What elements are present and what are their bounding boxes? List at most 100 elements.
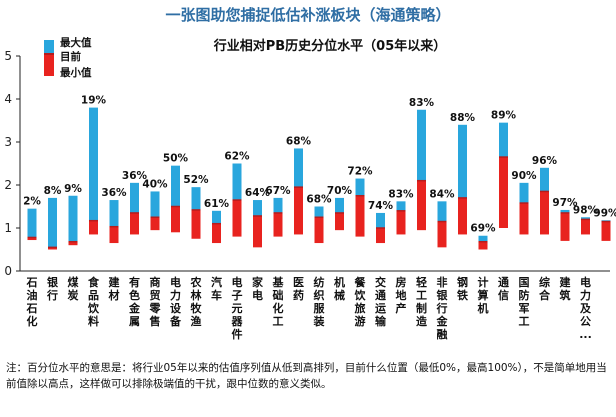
category-label: 石油石化 (26, 276, 38, 328)
bar-upper (458, 124, 467, 198)
category-label: 农林牧渔 (190, 275, 203, 328)
category-label-char: 筑 (560, 288, 571, 302)
bar-upper (540, 167, 549, 192)
bar-lower (314, 217, 324, 244)
category-label-char: 林 (191, 288, 202, 302)
bar-lower (417, 180, 426, 231)
bar-lower (191, 209, 201, 239)
bar-upper (581, 217, 590, 220)
legend-swatch-max (44, 40, 54, 54)
category-label-char: 器 (231, 315, 244, 328)
legend-label-max: 最大值 (60, 36, 92, 49)
bar-upper (417, 109, 426, 181)
pct-label: 50% (163, 153, 189, 165)
category-labels: 石油石化银行煤炭食品饮料建材有色金属商贸零售电力设备农林牧渔汽车电子元器件家电基… (26, 275, 593, 341)
pct-label: 83% (388, 188, 414, 200)
category-label-char: 建 (560, 275, 572, 289)
bar-upper (560, 209, 570, 213)
bar-upper (396, 201, 406, 211)
bar-lower (519, 203, 529, 235)
category-label: 家电 (252, 275, 264, 302)
pct-label: 9% (64, 183, 82, 195)
category-label: 电力设备 (169, 275, 182, 328)
bar-lower (437, 221, 447, 248)
pct-label: 36% (101, 187, 127, 199)
category-label-char: 装 (313, 314, 325, 328)
category-label-char: 有 (129, 275, 140, 289)
category-label-char: 商 (150, 275, 161, 289)
category-label: 房地产 (396, 275, 407, 315)
category-label-char: 贸 (150, 288, 161, 302)
pct-labels: 2%8% 9%19%36%36%40%50%52%61%62%64%67%68%6… (23, 95, 616, 235)
legend-swatch-current (44, 54, 54, 68)
category-label: 食品饮料 (87, 275, 100, 328)
category-label-char: 汽 (211, 275, 222, 289)
bar-lower (355, 195, 365, 237)
category-label-char: 输 (375, 314, 387, 328)
category-label-char: 料 (88, 314, 99, 328)
category-label-char: 融 (437, 327, 448, 341)
bar-upper (48, 197, 57, 248)
category-label: 电力及公... (579, 275, 592, 341)
category-label-char: 行 (46, 288, 58, 302)
pct-label: 96% (532, 155, 558, 167)
category-label-char: 算 (477, 288, 489, 302)
category-label-char: 药 (293, 288, 304, 302)
pct-label: 2% (23, 196, 41, 208)
category-label-char: 旅 (355, 301, 366, 315)
category-label-char: 炭 (68, 288, 79, 302)
category-label-char: 农 (190, 275, 202, 289)
category-label: 煤炭 (68, 275, 80, 302)
category-label-char: 售 (149, 314, 161, 328)
category-label-char: 产 (396, 301, 407, 315)
pct-label: 69% (470, 223, 496, 235)
bar-lower (499, 157, 508, 228)
category-label-char: 游 (355, 314, 366, 328)
category-label-char: 纺 (314, 275, 325, 289)
category-label-char: 信 (498, 288, 509, 302)
bar-upper (212, 210, 221, 224)
pct-label: 36% (122, 170, 148, 182)
legend: 最大值 目前 最小值 (44, 36, 92, 79)
bar-lower (253, 215, 262, 248)
bar-lower (581, 219, 590, 235)
pct-label: 40% (142, 178, 168, 190)
bar-upper (314, 206, 324, 218)
category-label: 基础化工 (272, 275, 285, 328)
pct-label: 68% (306, 194, 332, 206)
category-label-char: 造 (416, 314, 428, 328)
category-label-char: 餐 (354, 275, 367, 289)
category-label: 国防军工 (519, 276, 530, 328)
category-label-char: 石 (26, 276, 38, 289)
category-label-char: 轻 (416, 275, 427, 289)
category-label-char: 工 (416, 289, 427, 302)
category-label-char: 石 (26, 302, 38, 315)
bar-upper (273, 197, 283, 213)
bar-lower (458, 197, 467, 235)
pct-label: 97% (552, 197, 578, 209)
bar-lower (48, 247, 57, 250)
bar-upper (171, 165, 180, 207)
bar-lower (150, 217, 160, 231)
bar-lower (396, 210, 406, 235)
category-label-char: 金 (128, 301, 141, 315)
bar-upper (519, 182, 529, 204)
pct-label: 74% (368, 200, 394, 212)
pct-label: 72% (347, 166, 373, 178)
category-label-char: 车 (211, 288, 222, 302)
category-label-char: 合 (539, 288, 551, 302)
category-label-char: 通 (375, 289, 386, 302)
category-label: 电子元器件 (231, 275, 244, 341)
category-label-char: 计 (478, 275, 489, 289)
category-label-char: 色 (129, 288, 140, 302)
legend-label-current: 目前 (60, 50, 81, 63)
category-label: 综合 (539, 275, 551, 302)
bar-lower (68, 241, 78, 246)
bar-upper (355, 178, 365, 196)
category-label-char: 力 (170, 288, 181, 302)
category-label-char: 牧 (191, 301, 203, 315)
category-label-char: 公 (580, 315, 591, 328)
category-label-char: 军 (519, 302, 530, 315)
category-label-char: 电 (580, 275, 591, 289)
category-label-char: 机 (478, 301, 489, 315)
